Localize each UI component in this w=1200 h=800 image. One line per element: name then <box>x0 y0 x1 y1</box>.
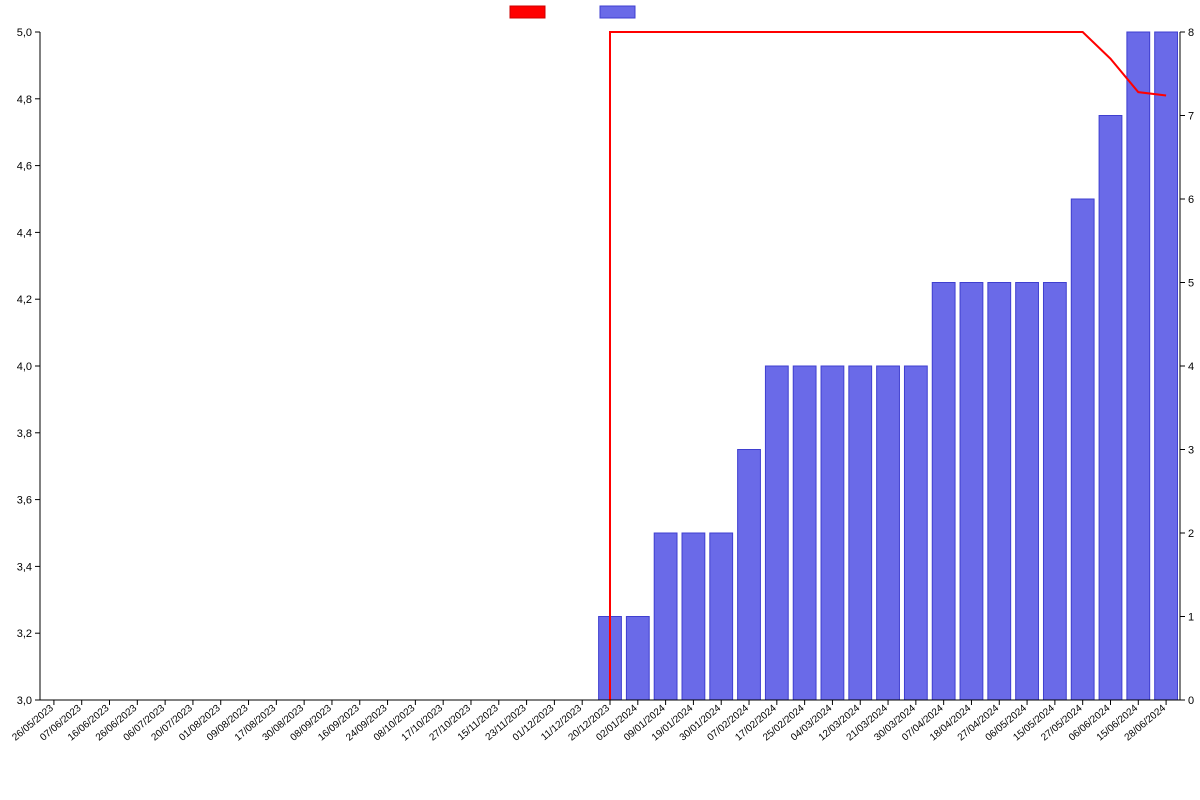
y-left-tick-label: 4,8 <box>17 94 32 106</box>
bar <box>1099 116 1122 701</box>
bar <box>710 533 733 700</box>
y-left-tick-label: 4,0 <box>17 361 32 373</box>
bar <box>1155 32 1178 700</box>
bar <box>960 283 983 701</box>
bar <box>1016 283 1039 701</box>
bar <box>682 533 705 700</box>
bar <box>793 366 816 700</box>
y-right-tick-label: 5 <box>1188 278 1194 290</box>
y-left-tick-label: 3,8 <box>17 428 32 440</box>
y-right-tick-label: 6 <box>1188 194 1194 206</box>
y-left-tick-label: 4,4 <box>17 227 32 239</box>
y-right-tick-label: 1 <box>1188 612 1194 624</box>
bar <box>1127 32 1150 700</box>
y-right-tick-label: 4 <box>1188 361 1194 373</box>
bar <box>654 533 677 700</box>
bar <box>765 366 788 700</box>
bar <box>877 366 900 700</box>
y-left-tick-label: 5,0 <box>17 27 32 39</box>
legend-swatch <box>600 6 635 18</box>
bar <box>932 283 955 701</box>
y-right-tick-label: 3 <box>1188 445 1194 457</box>
y-left-tick-label: 3,2 <box>17 628 32 640</box>
y-right-tick-label: 7 <box>1188 111 1194 123</box>
bar <box>988 283 1011 701</box>
y-left-tick-label: 4,2 <box>17 294 32 306</box>
y-left-tick-label: 4,6 <box>17 161 32 173</box>
legend-swatch <box>510 6 545 18</box>
y-left-tick-label: 3,4 <box>17 561 32 573</box>
y-right-tick-label: 2 <box>1188 528 1194 540</box>
chart-svg: 3,0 3,2 3,4 3,6 3,8 4,0 4,2 4,4 4,6 4,8 5,0 0 1 2 3 4 5 6… <box>0 0 1200 800</box>
bar <box>904 366 927 700</box>
dual-axis-chart: 3,0 3,2 3,4 3,6 3,8 4,0 4,2 4,4 4,6 4,8 5,0 0 1 2 3 4 5 6… <box>0 0 1200 800</box>
bar <box>849 366 872 700</box>
bar <box>821 366 844 700</box>
bar <box>626 617 649 701</box>
bar <box>738 450 761 701</box>
y-right-tick-label: 0 <box>1188 695 1194 707</box>
bar <box>1071 199 1094 700</box>
y-right-tick-label: 8 <box>1188 27 1194 39</box>
bar <box>1043 283 1066 701</box>
y-left-tick-label: 3,6 <box>17 495 32 507</box>
y-left-tick-label: 3,0 <box>17 695 32 707</box>
